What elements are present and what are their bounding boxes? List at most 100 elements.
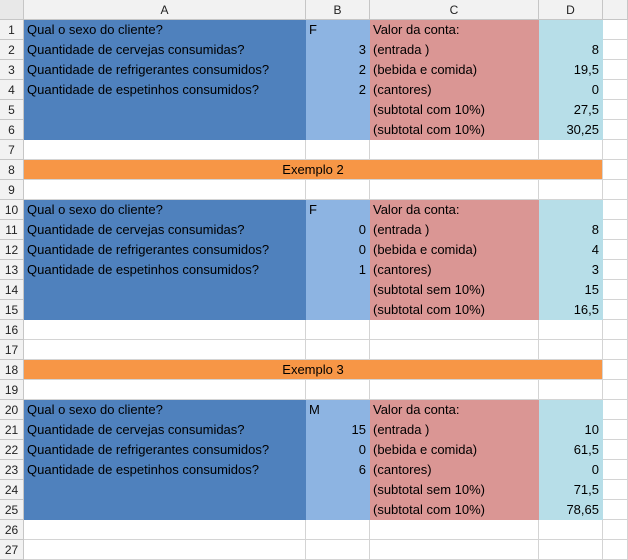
column-header-a[interactable]: A: [24, 0, 306, 20]
cell-b[interactable]: F: [306, 20, 370, 40]
cell-c[interactable]: (bebida e comida): [370, 440, 539, 460]
cell-a[interactable]: [24, 140, 306, 160]
row-header[interactable]: 2: [0, 40, 24, 60]
cell-b[interactable]: 6: [306, 460, 370, 480]
cell-a[interactable]: Quantidade de cervejas consumidas?: [24, 220, 306, 240]
column-header-c[interactable]: C: [370, 0, 539, 20]
cell-a[interactable]: Quantidade de espetinhos consumidos?: [24, 460, 306, 480]
cell-a[interactable]: Quantidade de espetinhos consumidos?: [24, 80, 306, 100]
cell-d[interactable]: 30,25: [539, 120, 603, 140]
cell-e[interactable]: [603, 400, 628, 420]
cell-e[interactable]: [603, 180, 628, 200]
cell-c[interactable]: [370, 540, 539, 560]
cell-b[interactable]: [306, 180, 370, 200]
cell-c[interactable]: [370, 180, 539, 200]
cell-d[interactable]: [539, 200, 603, 220]
cell-c[interactable]: (cantores): [370, 80, 539, 100]
cell-a[interactable]: [24, 380, 306, 400]
cell-a[interactable]: [24, 480, 306, 500]
cell-e[interactable]: [603, 160, 628, 180]
row-header[interactable]: 13: [0, 260, 24, 280]
cell-e[interactable]: [603, 340, 628, 360]
cell-b[interactable]: 1: [306, 260, 370, 280]
cell-b[interactable]: [306, 340, 370, 360]
cell-d[interactable]: 16,5: [539, 300, 603, 320]
cell-c[interactable]: (entrada ): [370, 40, 539, 60]
cell-a[interactable]: Quantidade de refrigerantes consumidos?: [24, 440, 306, 460]
cell-e[interactable]: [603, 220, 628, 240]
cell-c[interactable]: (cantores): [370, 460, 539, 480]
row-header[interactable]: 15: [0, 300, 24, 320]
cell-d[interactable]: 3: [539, 260, 603, 280]
cell-a[interactable]: [24, 100, 306, 120]
cell-a[interactable]: [24, 340, 306, 360]
cell-c[interactable]: Valor da conta:: [370, 20, 539, 40]
row-header[interactable]: 11: [0, 220, 24, 240]
cell-e[interactable]: [603, 320, 628, 340]
row-header[interactable]: 23: [0, 460, 24, 480]
cell-b[interactable]: 0: [306, 240, 370, 260]
cell-a[interactable]: Qual o sexo do cliente?: [24, 400, 306, 420]
cell-c[interactable]: Valor da conta:: [370, 200, 539, 220]
cell-c[interactable]: (entrada ): [370, 220, 539, 240]
cell-b[interactable]: [306, 520, 370, 540]
cell-d[interactable]: 0: [539, 80, 603, 100]
cell-e[interactable]: [603, 480, 628, 500]
cell-b[interactable]: [306, 140, 370, 160]
row-header[interactable]: 18: [0, 360, 24, 380]
cell-e[interactable]: [603, 200, 628, 220]
cell-a[interactable]: [24, 320, 306, 340]
row-header[interactable]: 21: [0, 420, 24, 440]
cell-d[interactable]: [539, 380, 603, 400]
row-header[interactable]: 8: [0, 160, 24, 180]
cell-e[interactable]: [603, 120, 628, 140]
cell-c[interactable]: (entrada ): [370, 420, 539, 440]
cell-d[interactable]: 78,65: [539, 500, 603, 520]
cell-b[interactable]: [306, 480, 370, 500]
cell-b[interactable]: [306, 540, 370, 560]
cell-b[interactable]: M: [306, 400, 370, 420]
cell-a[interactable]: Qual o sexo do cliente?: [24, 200, 306, 220]
cell-a[interactable]: Quantidade de refrigerantes consumidos?: [24, 240, 306, 260]
cell-d[interactable]: 10: [539, 420, 603, 440]
cell-a[interactable]: [24, 120, 306, 140]
row-header[interactable]: 12: [0, 240, 24, 260]
row-header[interactable]: 14: [0, 280, 24, 300]
cell-e[interactable]: [603, 360, 628, 380]
cell-c[interactable]: [370, 520, 539, 540]
cell-d[interactable]: 19,5: [539, 60, 603, 80]
cell-b[interactable]: 15: [306, 420, 370, 440]
cell-e[interactable]: [603, 520, 628, 540]
cell-d[interactable]: 27,5: [539, 100, 603, 120]
cell-a[interactable]: Quantidade de cervejas consumidas?: [24, 420, 306, 440]
cell-d[interactable]: 8: [539, 220, 603, 240]
row-header[interactable]: 17: [0, 340, 24, 360]
select-all-corner[interactable]: [0, 0, 24, 20]
row-header[interactable]: 9: [0, 180, 24, 200]
cell-a[interactable]: Qual o sexo do cliente?: [24, 20, 306, 40]
cell-d[interactable]: [539, 540, 603, 560]
cell-b[interactable]: 0: [306, 440, 370, 460]
cell-b[interactable]: [306, 500, 370, 520]
cell-e[interactable]: [603, 460, 628, 480]
row-header[interactable]: 19: [0, 380, 24, 400]
cell-c[interactable]: (bebida e comida): [370, 240, 539, 260]
row-header[interactable]: 4: [0, 80, 24, 100]
cell-c[interactable]: (subtotal com 10%): [370, 100, 539, 120]
cell-b[interactable]: 0: [306, 220, 370, 240]
row-header[interactable]: 7: [0, 140, 24, 160]
cell-b[interactable]: [306, 280, 370, 300]
cell-b[interactable]: F: [306, 200, 370, 220]
cell-d[interactable]: 71,5: [539, 480, 603, 500]
column-header-b[interactable]: B: [306, 0, 370, 20]
cell-d[interactable]: [539, 180, 603, 200]
cell-c[interactable]: (subtotal com 10%): [370, 300, 539, 320]
row-header[interactable]: 6: [0, 120, 24, 140]
cell-c[interactable]: (subtotal com 10%): [370, 500, 539, 520]
cell-d[interactable]: [539, 20, 603, 40]
cell-e[interactable]: [603, 500, 628, 520]
cell-c[interactable]: [370, 320, 539, 340]
cell-b[interactable]: 3: [306, 40, 370, 60]
cell-d[interactable]: 4: [539, 240, 603, 260]
row-header[interactable]: 10: [0, 200, 24, 220]
